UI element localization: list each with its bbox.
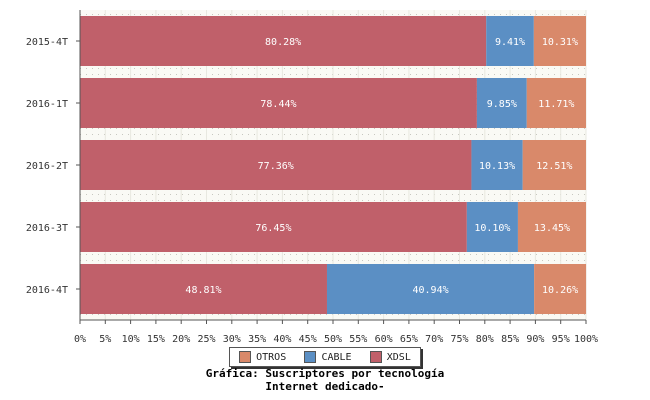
y-tick-label: 2016-3T (26, 223, 68, 234)
bar-xdsl (80, 264, 327, 314)
x-tick-label: 75% (450, 334, 468, 345)
bar-cable (486, 16, 534, 66)
x-tick-label: 95% (552, 334, 570, 345)
x-tick-label: 45% (299, 334, 317, 345)
legend-label: XDSL (386, 351, 411, 363)
y-tick-label: 2016-4T (26, 285, 68, 296)
legend-swatch (304, 351, 317, 363)
legend-item-xdsl: XDSL (369, 351, 411, 363)
x-tick-label: 85% (501, 334, 519, 345)
x-tick-label: 25% (197, 334, 215, 345)
x-tick-label: 40% (273, 334, 291, 345)
bar-cable (466, 202, 518, 252)
y-tick-label: 2016-2T (26, 161, 68, 172)
x-tick-label: 15% (147, 334, 165, 345)
legend-label: CABLE (321, 351, 352, 363)
data-label: 77.36% (258, 161, 294, 172)
x-tick-label: 55% (349, 334, 367, 345)
data-label: 10.10% (474, 223, 510, 234)
x-tick-label: 65% (400, 334, 418, 345)
legend-item-otros: OTROS (239, 351, 286, 363)
bar-otros (526, 78, 586, 128)
bar-cable (326, 264, 535, 314)
y-tick-label: 2016-1T (26, 99, 68, 110)
x-tick-label: 50% (324, 334, 342, 345)
data-label: 10.13% (479, 161, 515, 172)
data-label: 48.81% (185, 285, 221, 296)
x-tick-label: 10% (122, 334, 140, 345)
bar-xdsl (80, 140, 472, 190)
x-tick-label: 35% (248, 334, 266, 345)
x-tick-label: 80% (476, 334, 494, 345)
legend-swatch (369, 351, 382, 363)
caption-line-1: Gráfica: Suscriptores por tecnología (205, 367, 445, 380)
data-label: 9.41% (495, 37, 525, 48)
x-tick-label: 20% (172, 334, 190, 345)
data-label: 76.45% (255, 223, 291, 234)
data-label: 9.85% (487, 99, 517, 110)
bar-otros (517, 202, 586, 252)
y-tick-labels: 2015-4T 2016-1T 2016-2T 2016-3T 2016-4T (26, 37, 80, 296)
bar-cable (476, 78, 527, 128)
data-label: 40.94% (412, 285, 448, 296)
bar-otros (533, 16, 586, 66)
bar-xdsl (80, 16, 487, 66)
data-label: 10.31% (542, 37, 578, 48)
x-tick-label: 30% (223, 334, 241, 345)
legend-swatch (239, 351, 252, 363)
x-tick-label: 100% (574, 334, 598, 345)
bar-otros (522, 140, 586, 190)
chart-caption: Gráfica: Suscriptores por tecnología Int… (0, 367, 650, 393)
bar-xdsl (80, 78, 477, 128)
data-label: 10.26% (542, 285, 578, 296)
data-label: 80.28% (265, 37, 301, 48)
x-tick-label: 0% (74, 334, 86, 345)
data-label: 78.44% (260, 99, 296, 110)
data-label: 13.45% (534, 223, 570, 234)
data-label: 12.51% (536, 161, 572, 172)
bar-xdsl (80, 202, 467, 252)
x-tick-label: 60% (375, 334, 393, 345)
legend: OTROS CABLE XDSL (229, 347, 421, 367)
legend-item-cable: CABLE (304, 351, 352, 363)
bar-cable (471, 140, 523, 190)
x-tick-label: 5% (99, 334, 111, 345)
y-tick-label: 2015-4T (26, 37, 68, 48)
x-tick-labels: 0% 5% 10% 15% 20% 25% 30% 35% 40% 45% 50% 55% 60% 65%… (74, 320, 598, 345)
legend-label: OTROS (256, 351, 287, 363)
x-tick-label: 70% (425, 334, 443, 345)
bars (80, 16, 587, 314)
bar-otros (534, 264, 587, 314)
x-tick-label: 90% (526, 334, 544, 345)
caption-line-2: Internet dedicado- (265, 380, 385, 393)
value-labels: 80.28% 9.41% 10.31% 78.44% 9.85% 11.71% 77.36%… (185, 37, 578, 296)
data-label: 11.71% (538, 99, 574, 110)
